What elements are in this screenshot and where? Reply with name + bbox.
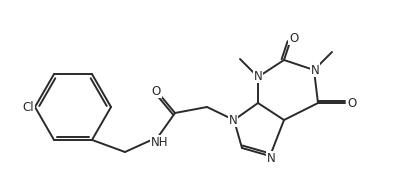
Text: N: N xyxy=(254,69,262,83)
Text: N: N xyxy=(267,152,275,164)
Text: O: O xyxy=(289,31,299,45)
Text: O: O xyxy=(347,96,357,110)
Text: Cl: Cl xyxy=(22,100,34,114)
Text: O: O xyxy=(151,84,161,98)
Text: NH: NH xyxy=(151,136,169,148)
Text: N: N xyxy=(229,114,237,126)
Text: N: N xyxy=(311,63,319,77)
